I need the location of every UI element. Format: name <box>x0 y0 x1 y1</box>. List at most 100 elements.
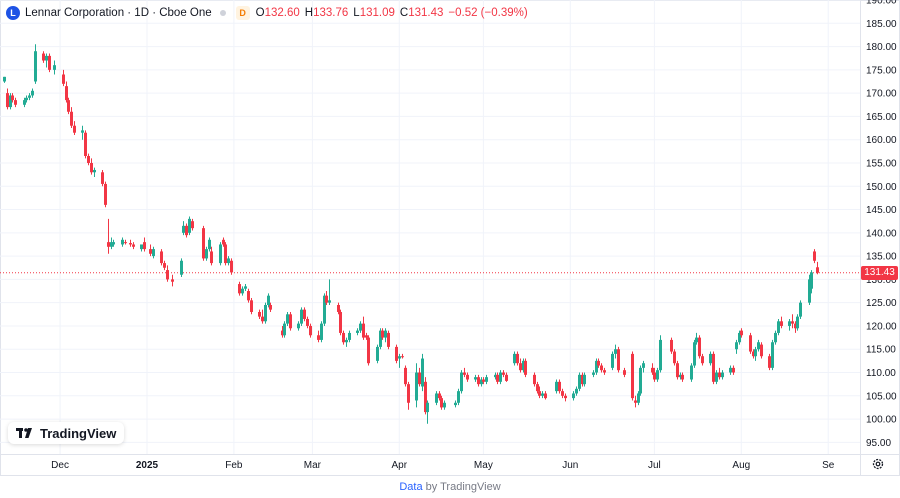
candle-body <box>163 263 166 268</box>
candle-body <box>48 55 51 70</box>
candle-body <box>642 363 645 368</box>
candle-body <box>457 391 460 403</box>
x-tick-label: May <box>474 460 493 471</box>
candle-body <box>14 100 17 105</box>
candle-body <box>656 370 659 380</box>
y-tick-label: 95.00 <box>866 438 891 449</box>
candle-body <box>11 95 14 101</box>
candle-body <box>356 330 359 333</box>
candle-body <box>210 251 213 264</box>
candle-body <box>104 183 107 205</box>
ohlc-close: C131.43 <box>399 7 444 19</box>
candle-body <box>799 302 802 317</box>
candle-body <box>639 367 642 394</box>
candle-body <box>676 363 679 378</box>
candle-body <box>112 242 115 245</box>
candle-body <box>735 342 738 350</box>
candle-body <box>42 53 45 61</box>
y-tick-label: 120.00 <box>866 321 897 332</box>
symbol-title[interactable]: Lennar Corporation · 1D · Cboe One <box>25 7 212 19</box>
candle-body <box>600 365 603 371</box>
candle-body <box>611 353 614 368</box>
ohlc-high: H133.76 <box>304 7 349 19</box>
candle-body <box>250 300 253 312</box>
candle-body <box>283 323 286 336</box>
candle-body <box>482 379 485 382</box>
candle-body <box>140 244 143 250</box>
candle-body <box>227 258 230 264</box>
candle-body <box>267 295 270 305</box>
candle-body <box>561 391 564 396</box>
candle-body <box>418 372 421 385</box>
candle-body <box>583 374 586 385</box>
candlestick-chart[interactable]: 190.00 185.00 180.00 175.00 170.00 165.00 160.… <box>0 0 900 476</box>
candle-body <box>670 339 673 352</box>
candle-body <box>362 323 365 338</box>
candle-body <box>581 374 584 385</box>
symbol-legend: L Lennar Corporation · 1D · Cboe One D O… <box>6 5 528 21</box>
candle-body <box>219 244 222 264</box>
candle-body <box>67 100 70 112</box>
candle-body <box>519 363 522 371</box>
candle-body <box>721 372 724 378</box>
data-link[interactable]: Data <box>399 481 423 493</box>
candle-body <box>533 374 536 385</box>
candle-body <box>732 367 735 373</box>
candle-body <box>466 374 469 380</box>
candle-body <box>149 249 152 254</box>
tradingview-logo[interactable]: TradingView <box>8 422 125 444</box>
candle-body <box>808 279 811 303</box>
candle-body <box>701 356 704 364</box>
candle-body <box>440 398 443 408</box>
candle-body <box>752 351 755 357</box>
settings-icon[interactable] <box>872 458 884 470</box>
candle-body <box>474 377 477 380</box>
candle-body <box>261 316 264 322</box>
candle-body <box>6 93 9 108</box>
candle-body <box>595 360 598 373</box>
candle-body <box>289 314 292 329</box>
candle-body <box>404 367 407 385</box>
candle-body <box>791 321 794 324</box>
candle-body <box>241 288 244 294</box>
candle-body <box>499 372 502 382</box>
candle-body <box>300 309 303 324</box>
candle-body <box>443 402 446 408</box>
candle-body <box>28 95 31 98</box>
candle-body <box>564 395 567 399</box>
candle-body <box>101 172 104 184</box>
candle-body <box>81 130 84 133</box>
candle-body <box>222 239 225 245</box>
delayed-data-badge[interactable]: D <box>235 6 250 20</box>
candle-body <box>205 249 208 259</box>
candle-body <box>634 400 637 403</box>
candle-body <box>121 239 124 245</box>
candle-body <box>435 393 438 403</box>
y-tick-label: 180.00 <box>866 42 897 53</box>
candle-body <box>281 330 284 336</box>
candle-body <box>463 372 466 375</box>
candle-body <box>810 272 813 289</box>
candle-body <box>777 321 780 333</box>
candle-body <box>208 239 211 250</box>
candle-body <box>631 353 634 399</box>
y-tick-label: 145.00 <box>866 205 897 216</box>
candle-body <box>712 353 715 382</box>
candle-body <box>522 360 525 371</box>
candle-body <box>424 381 427 413</box>
candle-body <box>614 349 617 354</box>
candle-body <box>258 311 261 317</box>
candle-body <box>180 260 183 275</box>
candle-body <box>129 243 132 245</box>
y-tick-label: 105.00 <box>866 391 897 402</box>
candle-body <box>224 244 227 264</box>
candle-body <box>415 372 418 401</box>
x-tick-label: Jun <box>562 460 578 471</box>
candle-body <box>65 86 68 101</box>
y-tick-label: 170.00 <box>866 89 897 100</box>
candle-body <box>401 356 404 358</box>
candle-body <box>555 381 558 392</box>
candle-body <box>323 295 326 324</box>
candle-body <box>816 267 819 273</box>
market-status-icon <box>219 10 226 16</box>
